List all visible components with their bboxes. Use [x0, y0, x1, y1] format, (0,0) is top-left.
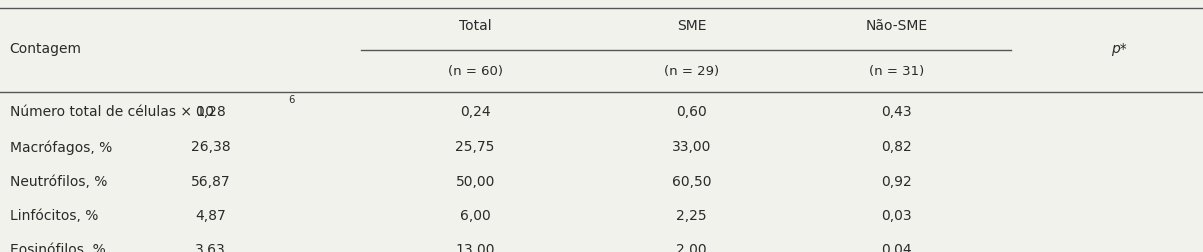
Text: 56,87: 56,87: [191, 175, 230, 189]
Text: 25,75: 25,75: [456, 140, 494, 154]
Text: 0,43: 0,43: [881, 105, 912, 119]
Text: 0,28: 0,28: [195, 105, 226, 119]
Text: Número total de células × 10: Número total de células × 10: [10, 105, 214, 119]
Text: 0,82: 0,82: [881, 140, 912, 154]
Text: 26,38: 26,38: [191, 140, 230, 154]
Text: 0,03: 0,03: [881, 209, 912, 223]
Text: 33,00: 33,00: [672, 140, 711, 154]
Text: 6: 6: [289, 95, 295, 105]
Text: 2,00: 2,00: [676, 243, 707, 252]
Text: Contagem: Contagem: [10, 42, 82, 56]
Text: (n = 29): (n = 29): [664, 65, 719, 78]
Text: Linfócitos, %: Linfócitos, %: [10, 209, 97, 223]
Text: Macrófagos, %: Macrófagos, %: [10, 140, 112, 155]
Text: SME: SME: [677, 19, 706, 34]
Text: Não-SME: Não-SME: [865, 19, 928, 34]
Text: 6,00: 6,00: [460, 209, 491, 223]
Text: Eosinófilos, %: Eosinófilos, %: [10, 243, 106, 252]
Text: 3,63: 3,63: [195, 243, 226, 252]
Text: p*: p*: [1110, 42, 1127, 56]
Text: 0,92: 0,92: [881, 175, 912, 189]
Text: 0,24: 0,24: [460, 105, 491, 119]
Text: Total: Total: [458, 19, 492, 34]
Text: 60,50: 60,50: [672, 175, 711, 189]
Text: 4,87: 4,87: [195, 209, 226, 223]
Text: 2,25: 2,25: [676, 209, 707, 223]
Text: 0,04: 0,04: [881, 243, 912, 252]
Text: 50,00: 50,00: [456, 175, 494, 189]
Text: Neutrófilos, %: Neutrófilos, %: [10, 175, 107, 189]
Text: 0,60: 0,60: [676, 105, 707, 119]
Text: (n = 60): (n = 60): [448, 65, 503, 78]
Text: 13,00: 13,00: [456, 243, 494, 252]
Text: (n = 31): (n = 31): [869, 65, 924, 78]
